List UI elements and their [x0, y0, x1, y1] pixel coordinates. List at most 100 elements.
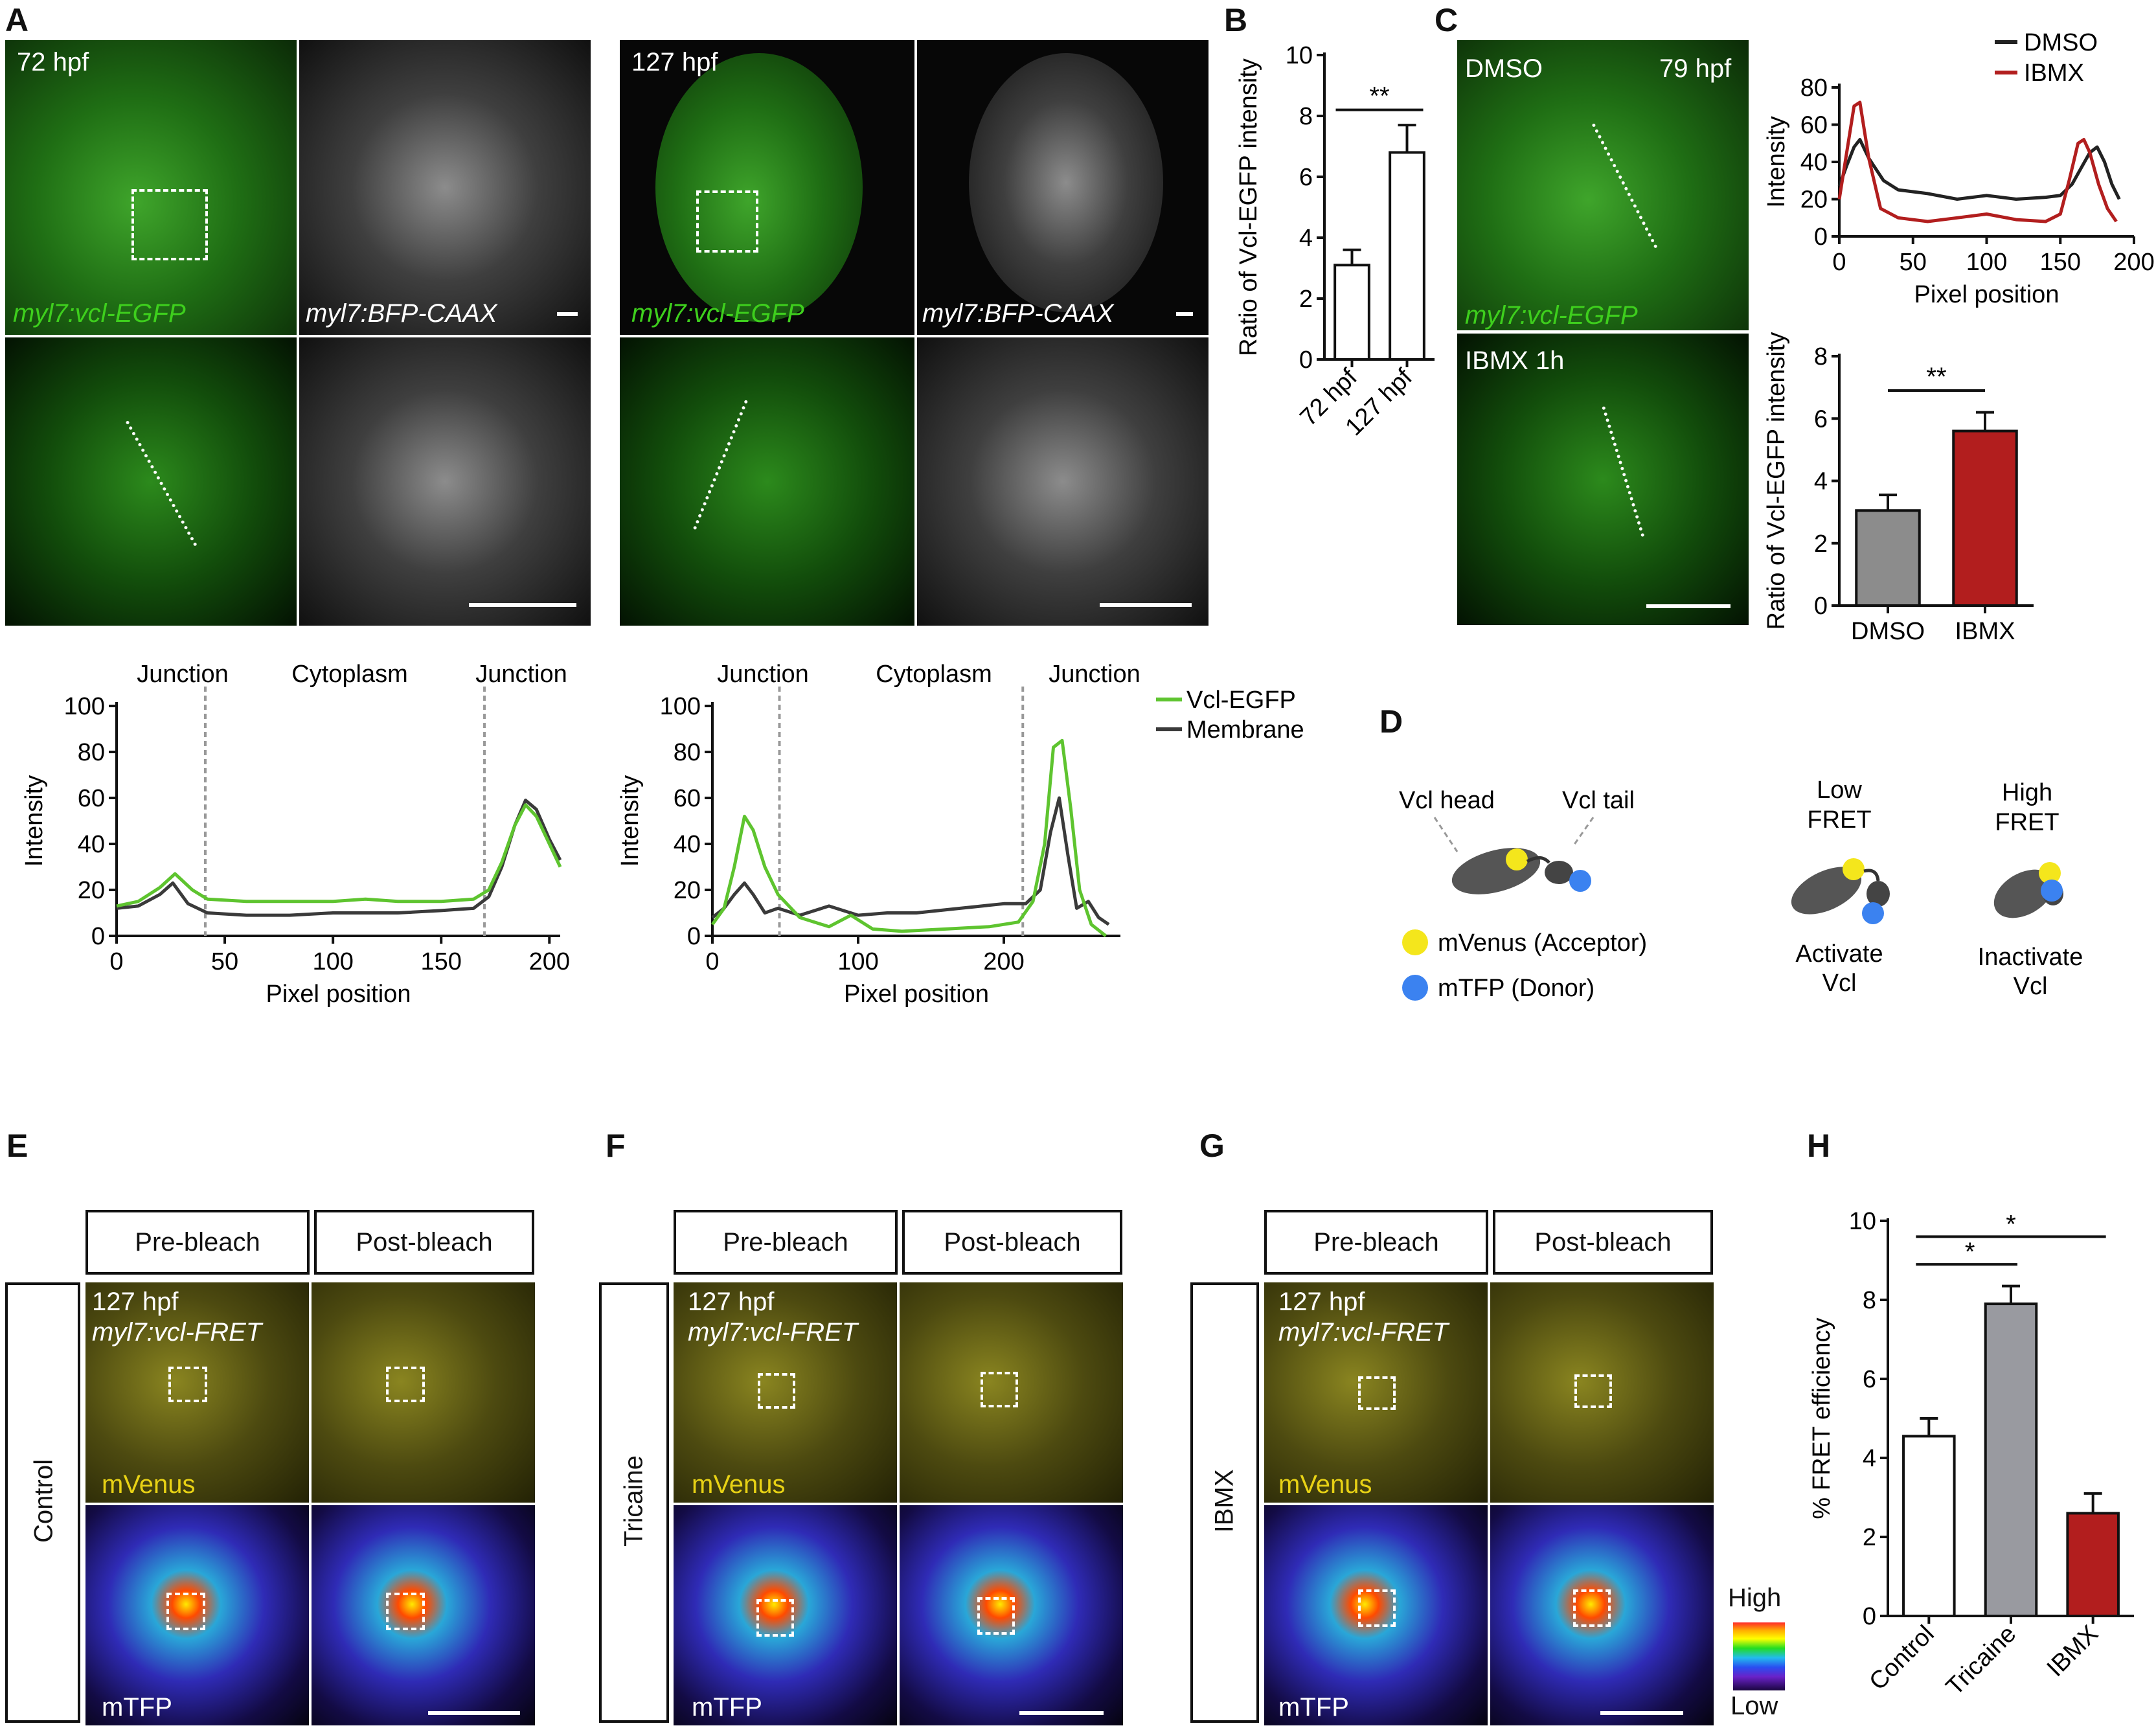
y-tick-label: 0	[687, 923, 701, 950]
tfp-pre-control: mTFP	[85, 1505, 309, 1725]
green-label: myl7:vcl-EGFP	[13, 299, 186, 328]
color-scale-bar	[1733, 1622, 1785, 1690]
tfp-legend-dot	[1402, 975, 1428, 1001]
bleach-roi	[1574, 1374, 1612, 1408]
pre-bleach-header: Pre-bleach	[1264, 1210, 1488, 1275]
construct-label: myl7:vcl-FRET	[1278, 1318, 1449, 1347]
construct-label: myl7:vcl-FRET	[688, 1318, 858, 1347]
panel-letter-h: H	[1807, 1128, 1831, 1164]
x-tick-label: Tricaine	[1941, 1620, 2021, 1701]
zoom-box	[131, 189, 208, 260]
tfp-post-control	[312, 1505, 535, 1725]
y-tick-label: 8	[1814, 343, 1828, 370]
pre-bleach-header: Pre-bleach	[85, 1210, 310, 1275]
high-fret-label: High	[2002, 779, 2052, 806]
y-axis-label: Ratio of Vcl-EGFP intensity	[1235, 58, 1262, 356]
venus-label: mVenus	[1278, 1470, 1372, 1499]
chart-a-right: Junction Cytoplasm Junction 0 20 40 60 80 100…	[617, 661, 1304, 1008]
x-tick-label: 50	[211, 948, 238, 975]
y-tick-label: 100	[64, 693, 105, 720]
venus-label: mVenus	[102, 1470, 196, 1499]
y-tick-label: 0	[1299, 347, 1313, 374]
profile-line	[125, 420, 198, 547]
tfp-dot	[1569, 870, 1591, 892]
activate-label: Activate	[1795, 940, 1883, 968]
bleach-roi	[981, 1372, 1018, 1407]
significance-mark: **	[1926, 363, 1946, 391]
high-fret-head	[1993, 869, 2054, 918]
y-tick-label: 100	[660, 693, 701, 720]
venus-post-ibmx	[1490, 1282, 1714, 1503]
y-axis-label: Intensity	[1763, 116, 1790, 208]
plot-area: 0 20 40 60 80 100 0 50 100 150 200 Pixel position In…	[21, 687, 570, 1008]
x-axis-label: Pixel position	[266, 981, 411, 1008]
high-fret-venus	[2039, 862, 2061, 884]
condition-box	[599, 1282, 669, 1723]
y-tick-label: 40	[78, 831, 105, 858]
bleach-roi	[168, 1367, 207, 1402]
significance-mark: *	[2006, 1210, 2016, 1238]
y-tick-label: 0	[1814, 223, 1828, 251]
low-fret-venus	[1843, 858, 1865, 880]
low-fret-label-2: FRET	[1807, 806, 1871, 834]
scale-bar	[1600, 1711, 1683, 1715]
low-fret-tail	[1867, 881, 1890, 907]
x-axis-label: Pixel position	[1914, 281, 2060, 308]
low-fret-tfp	[1862, 902, 1884, 924]
condition-label: Control	[29, 1459, 58, 1543]
green-label: myl7:vcl-EGFP	[1465, 301, 1638, 330]
plot-area: 0 20 40 60 80 0 50 100 150 200 Pixel position Inten…	[1763, 74, 2155, 308]
venus-label: mVenus	[692, 1470, 786, 1499]
vcl-tail-shape	[1545, 861, 1573, 884]
y-tick-label: 10	[1849, 1208, 1876, 1235]
tfp-label: mTFP	[102, 1693, 172, 1722]
chart-c-ratio: 0 2 4 6 8 DMSO IBMX Ratio of Vcl-EGFP intensity…	[1763, 332, 2034, 645]
y-tick-label: 20	[674, 877, 701, 904]
y-tick-label: 0	[1863, 1603, 1876, 1630]
tfp-pre-ibmx: mTFP	[1264, 1505, 1488, 1725]
bleach-roi	[166, 1593, 205, 1630]
panel-letter-e: E	[6, 1128, 28, 1164]
profile-line	[1591, 123, 1658, 249]
time-label: 79 hpf	[1659, 54, 1732, 83]
y-tick-label: 4	[1814, 468, 1828, 495]
bleach-roi	[1358, 1376, 1396, 1410]
time-label: 72 hpf	[17, 48, 89, 76]
y-tick-label: 0	[91, 923, 105, 950]
significance-mark: *	[1965, 1238, 1975, 1266]
x-tick-label: IBMX	[2042, 1620, 2104, 1682]
time-label: 127 hpf	[631, 48, 718, 76]
tfp-post-tricaine	[900, 1505, 1123, 1725]
color-scale-low: Low	[1730, 1692, 1778, 1720]
inactivate-label: Inactivate	[1978, 944, 2083, 971]
heart-shape-gray	[969, 53, 1163, 312]
dmso-line	[1837, 138, 2121, 201]
scale-bar	[469, 603, 576, 607]
significance-mark: **	[1369, 82, 1389, 111]
venus-dot	[1506, 848, 1528, 870]
chart-c-profile: 0 20 40 60 80 0 50 100 150 200 Pixel position Inten…	[1763, 29, 2155, 308]
gray-label: myl7:BFP-CAAX	[922, 299, 1114, 328]
bleach-roi	[756, 1599, 794, 1637]
panel-letter-a: A	[5, 2, 29, 38]
color-scale-high: High	[1728, 1584, 1782, 1612]
y-tick-label: 2	[1863, 1524, 1876, 1551]
tfp-pre-tricaine: mTFP	[674, 1505, 897, 1725]
image-c-ibmx: IBMX 1h	[1457, 334, 1749, 625]
y-tick-label: 60	[674, 785, 701, 812]
y-tick-label: 8	[1863, 1287, 1876, 1314]
y-tick-label: 40	[1800, 149, 1828, 176]
x-tick-label: 50	[1900, 249, 1927, 276]
inactivate-label-2: Vcl	[2014, 973, 2048, 1000]
x-axis-label: Pixel position	[844, 981, 989, 1008]
plot-area: 0 2 4 6 8 10 Control Tricaine IBMX % FRET efficie…	[1808, 1208, 2134, 1701]
venus-post-control	[312, 1282, 535, 1503]
plot-area: 0 20 40 60 80 100 0 100 200 Pixel position Intensi…	[617, 687, 1120, 1008]
construct-label: myl7:vcl-FRET	[92, 1318, 262, 1347]
y-tick-label: 6	[1299, 164, 1313, 191]
vcl-head-label: Vcl head	[1399, 787, 1495, 814]
vcl-egfp-line	[710, 738, 1107, 937]
image-a-72hpf-green: 72 hpf myl7:vcl-EGFP	[5, 40, 297, 335]
y-tick-label: 80	[1800, 74, 1828, 102]
